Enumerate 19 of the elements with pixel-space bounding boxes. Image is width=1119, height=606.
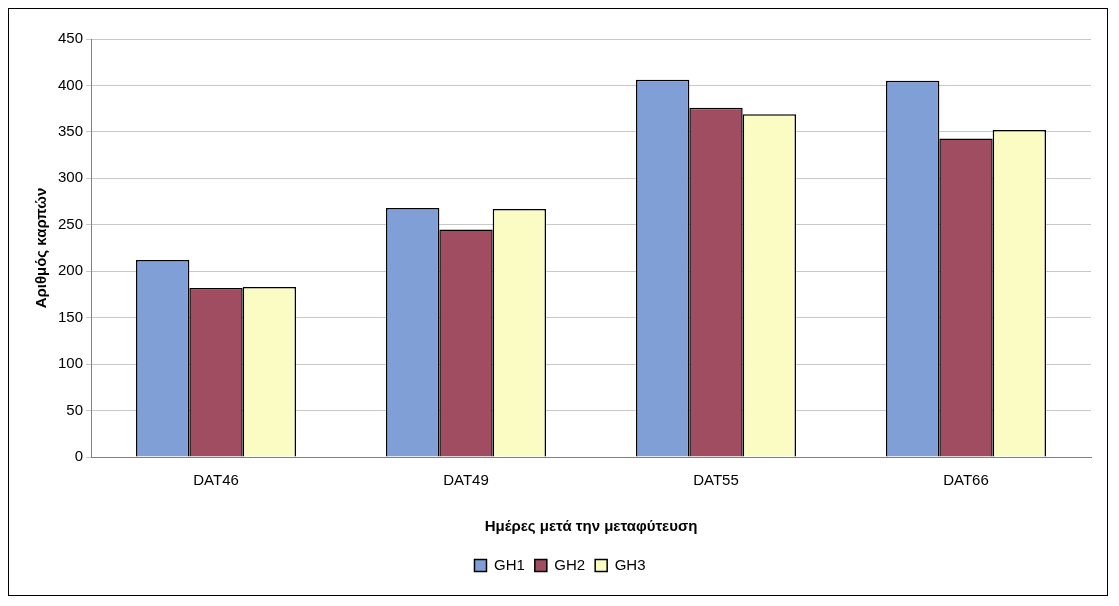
legend-label: GH3	[614, 555, 646, 573]
y-tick-label: 0	[74, 447, 84, 465]
y-tick-label: 350	[58, 122, 84, 140]
x-tick-label: DAT66	[943, 471, 989, 489]
y-tick-label: 200	[58, 261, 84, 279]
x-tick-label: DAT55	[693, 471, 739, 489]
y-tick-label: 400	[58, 75, 84, 93]
legend-label: GH2	[554, 555, 586, 573]
y-axis-title: Αριθμός καρπών	[32, 187, 50, 309]
x-tick-label: DAT49	[443, 471, 489, 489]
x-axis-title: Ημέρες μετά την μεταφύτευση	[484, 517, 698, 535]
legend-label: GH1	[493, 555, 525, 573]
x-tick-label: DAT46	[193, 471, 239, 489]
y-tick-label: 300	[58, 168, 84, 186]
y-tick-label: 450	[58, 29, 84, 47]
y-tick-label: 250	[58, 214, 84, 232]
y-tick-label: 50	[66, 400, 84, 418]
y-tick-label: 150	[58, 307, 84, 325]
y-tick-label: 100	[58, 354, 84, 372]
